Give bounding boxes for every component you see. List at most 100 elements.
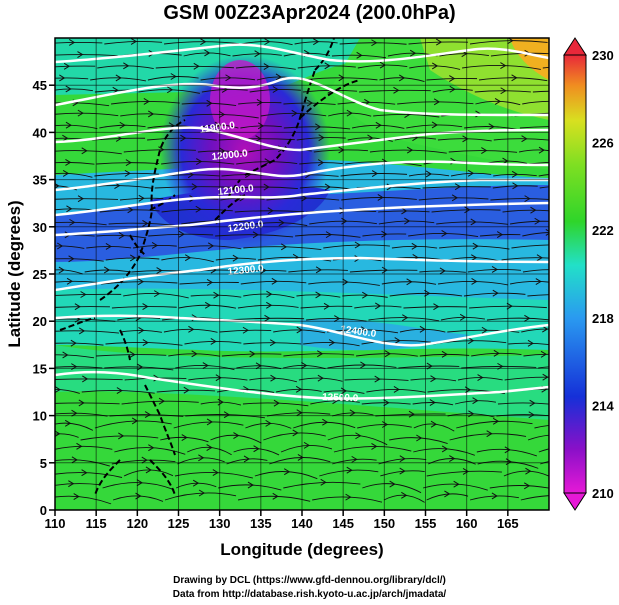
streamline <box>160 436 209 443</box>
streamline-arrow <box>198 489 206 497</box>
streamline-arrow <box>399 467 406 475</box>
x-tick-label: 140 <box>291 516 313 531</box>
x-tick-label: 165 <box>497 516 519 531</box>
streamline-arrow <box>66 277 74 285</box>
streamline-arrow <box>342 278 349 286</box>
contour-label-12000: 12000.0 <box>211 148 249 163</box>
streamline-arrow <box>130 38 138 45</box>
streamline-arrow <box>453 480 460 488</box>
streamline <box>55 280 100 284</box>
streamline-arrow <box>257 122 265 130</box>
streamline-arrow <box>56 242 64 250</box>
colorbar-bottom-arrow <box>563 492 587 511</box>
streamline-arrow <box>512 182 519 190</box>
streamline-arrow <box>549 123 554 129</box>
streamline <box>190 294 242 298</box>
streamline <box>55 102 110 107</box>
streamline-arrow <box>62 169 70 177</box>
streamline-arrow <box>416 434 423 442</box>
streamline-arrow <box>204 301 212 309</box>
contour-label-12400: 12400.0 <box>340 324 378 340</box>
streamline-arrow <box>124 169 131 177</box>
streamline-arrow <box>192 479 200 487</box>
streamline-arrow <box>492 289 499 297</box>
streamline-arrow <box>264 38 271 46</box>
streamline <box>80 435 159 441</box>
streamline <box>341 197 417 201</box>
streamline-arrow <box>439 267 446 275</box>
streamline <box>293 421 356 429</box>
streamline <box>431 209 501 213</box>
streamline-arrow <box>82 375 89 383</box>
streamline <box>527 294 549 297</box>
streamline <box>55 330 119 334</box>
streamline <box>501 257 549 261</box>
streamline-arrow <box>206 444 213 451</box>
streamline <box>296 294 341 298</box>
streamline-arrow <box>494 97 502 105</box>
streamline <box>379 77 425 83</box>
streamline <box>218 484 282 491</box>
streamline-arrow <box>411 242 418 250</box>
colorbar-bar <box>563 54 587 494</box>
streamline <box>227 317 305 321</box>
streamline-arrow <box>470 254 478 262</box>
streamline <box>300 305 353 309</box>
streamline-arrow <box>524 195 531 203</box>
streamline-arrow <box>141 456 148 464</box>
streamline <box>344 378 409 381</box>
streamline-arrow <box>500 62 507 70</box>
streamline <box>303 341 360 347</box>
streamline <box>354 305 402 309</box>
streamline-arrow <box>553 267 558 273</box>
streamline-arrow <box>431 121 438 129</box>
streamline <box>280 445 333 453</box>
x-axis-label: Longitude (degrees) <box>220 540 383 559</box>
streamline <box>518 149 549 153</box>
streamline <box>486 317 549 321</box>
streamline <box>178 304 237 309</box>
streamline <box>161 161 235 165</box>
streamline <box>519 126 549 129</box>
streamline-arrow <box>454 183 462 191</box>
streamline <box>356 353 418 357</box>
streamline-arrow <box>69 218 76 226</box>
streamline <box>419 353 470 357</box>
y-tick-label: 40 <box>33 125 47 140</box>
streamline-arrow <box>433 98 441 106</box>
streamline-arrow <box>206 99 213 107</box>
streamline <box>81 390 155 394</box>
streamline <box>55 378 123 381</box>
streamline <box>319 469 379 477</box>
streamline-arrow <box>136 479 143 487</box>
streamline <box>509 220 549 225</box>
streamline <box>55 41 103 44</box>
chart-title: GSM 00Z23Apr2024 (200.0hPa) <box>163 2 456 24</box>
streamline-arrow <box>404 217 411 225</box>
streamline-arrow <box>424 289 431 297</box>
streamline <box>238 101 282 105</box>
streamline-arrow <box>148 444 155 452</box>
streamline <box>210 434 262 444</box>
streamline-arrow <box>393 86 400 94</box>
streamline <box>454 400 497 405</box>
streamline <box>457 377 503 381</box>
streamline <box>426 493 469 501</box>
streamline-arrow <box>191 350 198 358</box>
streamline-arrow <box>486 430 493 438</box>
streamline-arrow <box>127 206 134 214</box>
streamline <box>389 437 448 444</box>
colorbar-tick-label: 226 <box>592 136 614 151</box>
streamline-arrow <box>523 482 531 490</box>
streamline-arrow <box>430 420 438 428</box>
streamline <box>263 432 326 441</box>
streamline <box>539 186 549 189</box>
streamline-arrow <box>215 374 222 382</box>
streamline <box>164 492 237 501</box>
streamline-arrow <box>264 314 271 322</box>
streamline <box>249 377 298 383</box>
streamline-arrow <box>377 194 384 201</box>
streamline-arrow <box>301 194 308 202</box>
streamline <box>55 342 104 346</box>
streamline <box>529 161 549 165</box>
